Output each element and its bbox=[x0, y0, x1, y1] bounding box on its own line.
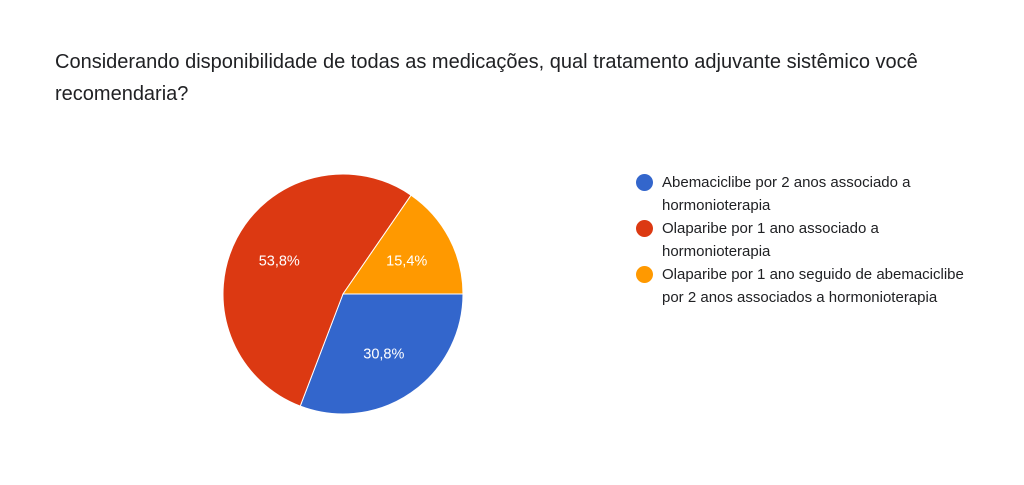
legend-item-abemaciclibe[interactable]: Abemaciclibe por 2 anos associado a horm… bbox=[636, 171, 966, 217]
pie-slice-2[interactable] bbox=[342, 194, 464, 295]
pie-slice-label-2: 15,4% bbox=[386, 254, 427, 270]
pie-slice-label-1: 53,8% bbox=[259, 254, 300, 270]
legend-label: Olaparibe por 1 ano seguido de abemacicl… bbox=[662, 266, 964, 306]
chart-legend: Abemaciclibe por 2 anos associado a horm… bbox=[636, 171, 966, 309]
pie-labels: 30,8% 53,8% 15,4% bbox=[259, 254, 428, 363]
pie-slices bbox=[222, 173, 464, 415]
pie-slice-1[interactable] bbox=[222, 173, 412, 407]
legend-item-olaparibe[interactable]: Olaparibe por 1 ano associado a hormonio… bbox=[636, 217, 966, 263]
legend-label: Olaparibe por 1 ano associado a hormonio… bbox=[662, 220, 879, 260]
legend-swatch-icon bbox=[636, 266, 653, 283]
legend-label: Abemaciclibe por 2 anos associado a horm… bbox=[662, 174, 911, 214]
pie-slice-label-0: 30,8% bbox=[363, 346, 404, 362]
legend-swatch-icon bbox=[636, 220, 653, 237]
legend-swatch-icon bbox=[636, 174, 653, 191]
legend-item-olaparibe-abemaciclibe[interactable]: Olaparibe por 1 ano seguido de abemacicl… bbox=[636, 263, 966, 309]
pie-slice-0[interactable] bbox=[299, 293, 464, 415]
question-title: Considerando disponibilidade de todas as… bbox=[55, 51, 918, 105]
